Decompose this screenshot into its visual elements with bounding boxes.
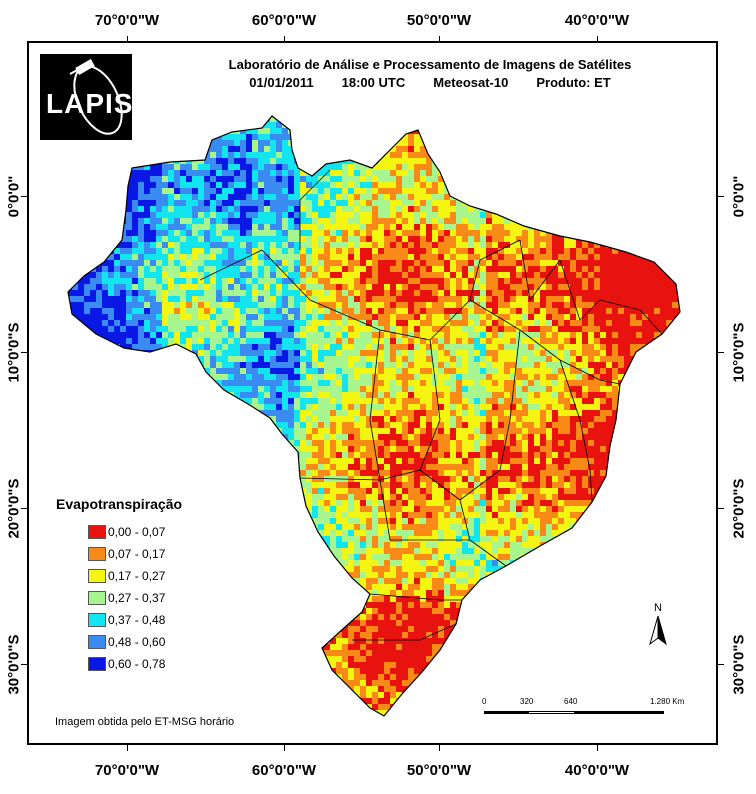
legend-label: 0,00 - 0,07 <box>108 525 166 539</box>
footnote: Imagem obtida pelo ET-MSG horário <box>55 716 235 728</box>
legend-item: 0,07 - 0,17 <box>88 546 165 562</box>
tick-mark <box>21 508 27 509</box>
tick-mark <box>597 36 598 42</box>
legend-item: 0,17 - 0,27 <box>88 568 165 584</box>
lon-tick-top-50w: 50°0'0"W <box>406 12 472 29</box>
legend-label: 0,37 - 0,48 <box>108 613 166 627</box>
lon-tick-top-70w: 70°0'0"W <box>94 12 160 29</box>
tick-mark <box>21 664 27 665</box>
tick-mark <box>439 36 440 42</box>
tick-mark <box>718 508 724 509</box>
lat-tick-right-0: 0°0'0" <box>730 175 748 217</box>
tick-mark <box>284 36 285 42</box>
lat-tick-right-10s: 10°0'0"S <box>730 321 748 383</box>
tick-mark <box>21 352 27 353</box>
title-satellite: Meteosat-10 <box>433 75 509 90</box>
tick-mark <box>718 352 724 353</box>
legend-item: 0,37 - 0,48 <box>88 612 165 628</box>
logo-text: LAPIS <box>46 88 134 119</box>
tick-mark <box>718 664 724 665</box>
lon-tick-bottom-50w: 50°0'0"W <box>406 762 472 779</box>
north-arrow-icon <box>649 615 667 646</box>
legend-swatch <box>88 635 106 649</box>
scale-label-1280: 1.280 Km <box>650 697 685 706</box>
scale-label-640: 640 <box>564 697 578 706</box>
legend-swatch <box>88 613 106 627</box>
north-arrow: N <box>646 602 670 652</box>
legend-swatch <box>88 569 106 583</box>
lon-tick-top-40w: 40°0'0"W <box>564 12 630 29</box>
legend-label: 0,17 - 0,27 <box>108 569 166 583</box>
lon-tick-top-60w: 60°0'0"W <box>251 12 317 29</box>
tick-mark <box>597 745 598 751</box>
tick-mark <box>718 196 724 197</box>
lat-tick-right-20s: 20°0'0"S <box>730 477 748 539</box>
north-label: N <box>654 602 662 614</box>
title-time: 18:00 UTC <box>341 75 406 90</box>
tick-mark <box>284 745 285 751</box>
lon-tick-bottom-40w: 40°0'0"W <box>564 762 630 779</box>
title-line-2: 01/01/2011 18:00 UTC Meteosat-10 Produto… <box>170 74 690 92</box>
legend-label: 0,27 - 0,37 <box>108 591 166 605</box>
legend-item: 0,60 - 0,78 <box>88 656 165 672</box>
tick-mark <box>21 196 27 197</box>
title-date: 01/01/2011 <box>249 75 314 90</box>
scale-bar-segment <box>574 711 664 714</box>
map-title: Laboratório de Análise e Processamento d… <box>170 56 690 92</box>
legend-item: 0,00 - 0,07 <box>88 524 165 540</box>
scale-bar: 0 320 640 1.280 Km <box>478 697 708 737</box>
scale-label-320: 320 <box>520 697 534 706</box>
legend-item: 0,27 - 0,37 <box>88 590 165 606</box>
state-borders <box>199 169 663 641</box>
tick-mark <box>127 745 128 751</box>
title-product: Produto: ET <box>536 75 611 90</box>
lon-tick-bottom-70w: 70°0'0"W <box>94 762 160 779</box>
legend-label: 0,60 - 0,78 <box>108 657 166 671</box>
tick-mark <box>439 745 440 751</box>
legend-swatch <box>88 591 106 605</box>
legend-swatch <box>88 657 106 671</box>
lapis-logo: LAPIS <box>40 54 132 140</box>
legend-title: Evapotranspiração <box>56 496 183 512</box>
evapotranspiration-map <box>67 115 681 717</box>
satellite-orbit-icon <box>69 59 123 135</box>
title-line-1: Laboratório de Análise e Processamento d… <box>228 57 632 72</box>
legend-swatch <box>88 547 106 561</box>
legend-label: 0,48 - 0,60 <box>108 635 166 649</box>
lon-tick-bottom-60w: 60°0'0"W <box>251 762 317 779</box>
scale-bar-segment <box>484 711 529 714</box>
legend-label: 0,07 - 0,17 <box>108 547 166 561</box>
tick-mark <box>127 36 128 42</box>
legend-item: 0,48 - 0,60 <box>88 634 165 650</box>
legend-swatch <box>88 525 106 539</box>
lat-tick-right-30s: 30°0'0"S <box>730 633 748 695</box>
scale-label-0: 0 <box>482 697 487 706</box>
